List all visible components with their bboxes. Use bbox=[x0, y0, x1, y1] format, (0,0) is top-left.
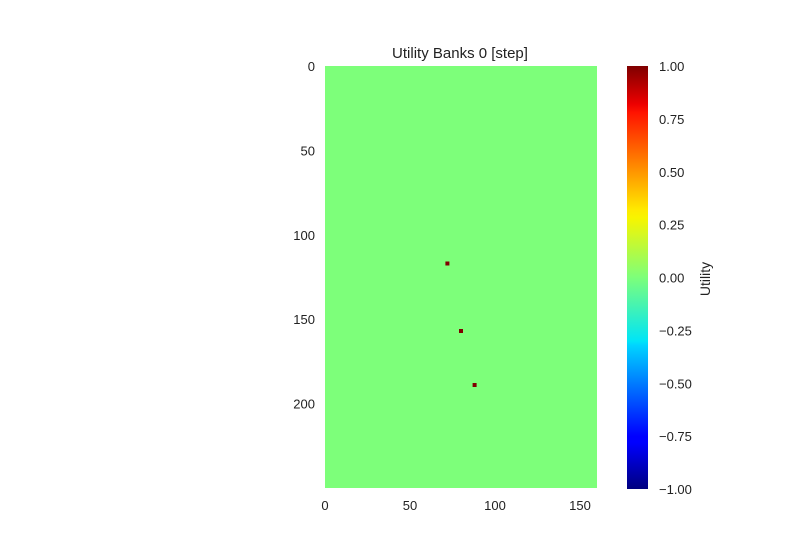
y-tick-label-3: 150 bbox=[293, 312, 315, 327]
colorbar-ticks: 1.00 0.75 0.50 0.25 0.00 −0.25 −0.50 −0.75 −1.00 bbox=[659, 59, 692, 497]
heatmap-cell-2 bbox=[472, 383, 477, 387]
x-axis-ticks: 0 50 100 150 bbox=[321, 498, 590, 513]
y-tick-label-2: 100 bbox=[293, 228, 315, 243]
y-tick-label-4: 200 bbox=[293, 397, 315, 412]
colorbar-tick-label-2: 0.50 bbox=[659, 165, 684, 180]
y-axis-ticks: 0 50 100 150 200 bbox=[293, 59, 315, 412]
y-tick-label-1: 50 bbox=[301, 143, 315, 158]
colorbar-label: Utility bbox=[697, 262, 713, 296]
x-tick-label-3: 150 bbox=[569, 498, 591, 513]
colorbar-tick-label-7: −0.75 bbox=[659, 429, 692, 444]
colorbar bbox=[627, 66, 648, 489]
x-tick-label-0: 0 bbox=[321, 498, 328, 513]
colorbar-tick-label-4: 0.00 bbox=[659, 271, 684, 286]
colorbar-tick-label-8: −1.00 bbox=[659, 482, 692, 497]
y-tick-label-0: 0 bbox=[308, 59, 315, 74]
colorbar-tick-label-5: −0.25 bbox=[659, 323, 692, 338]
heatmap-cells bbox=[445, 261, 477, 387]
chart-title: Utility Banks 0 [step] bbox=[392, 45, 528, 62]
colorbar-tick-label-1: 0.75 bbox=[659, 112, 684, 127]
colorbar-tick-label-6: −0.50 bbox=[659, 376, 692, 391]
heatmap-cell-0 bbox=[445, 261, 450, 266]
heatmap-background bbox=[325, 66, 597, 488]
colorbar-tick-label-0: 1.00 bbox=[659, 59, 684, 74]
x-tick-label-2: 100 bbox=[484, 498, 506, 513]
heatmap-cell-1 bbox=[459, 329, 463, 333]
x-tick-label-1: 50 bbox=[403, 498, 417, 513]
colorbar-tick-label-3: 0.25 bbox=[659, 218, 684, 233]
